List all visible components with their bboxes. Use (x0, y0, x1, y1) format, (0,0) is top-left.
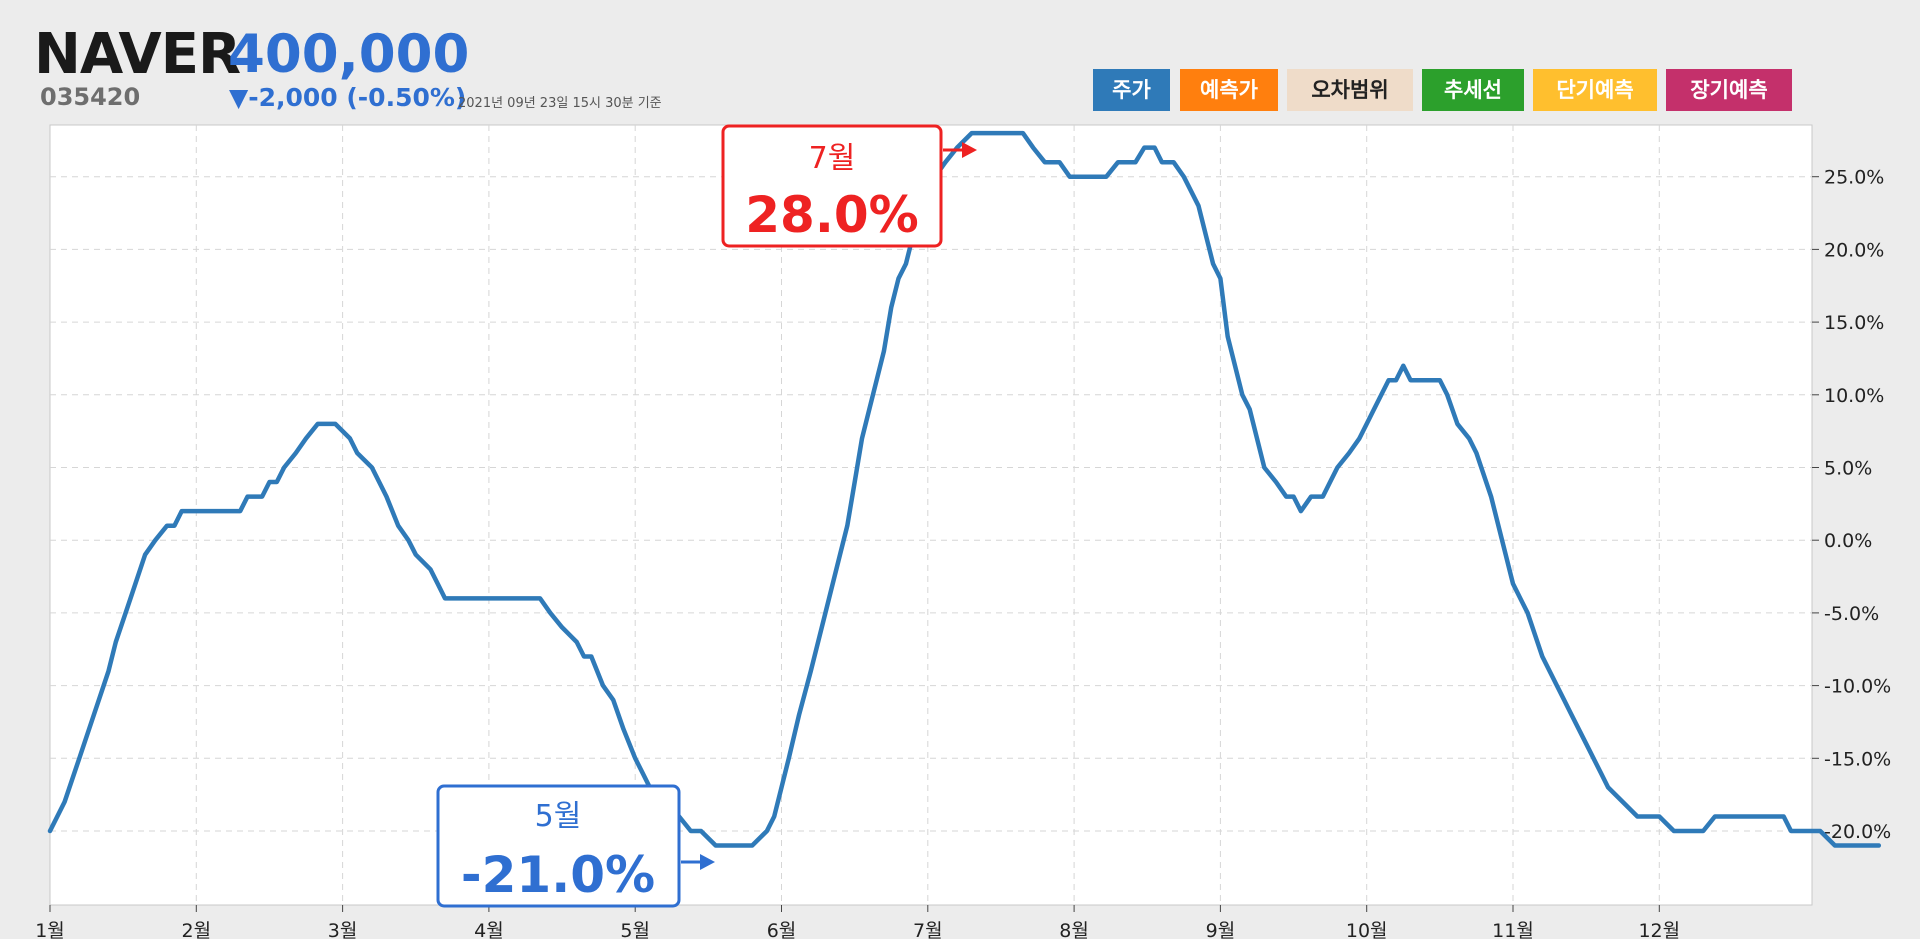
as-of-timestamp: 2021년 09년 23일 15시 30분 기준 (458, 96, 662, 111)
legend-item-price[interactable]: 주가 (1093, 69, 1170, 111)
y-tick-label: 10.0% (1824, 385, 1884, 407)
x-tick-label: 6월 (767, 920, 797, 939)
x-tick-label: 2월 (182, 920, 212, 939)
y-tick-label: 15.0% (1824, 312, 1884, 334)
plot-background (49, 124, 1813, 906)
annotation-high-arrow-head (962, 142, 977, 158)
x-tick-label: 8월 (1059, 920, 1089, 939)
ticker-name: NAVER (34, 22, 241, 87)
y-tick-label: -20.0% (1824, 821, 1891, 843)
x-tick-label: 3월 (328, 920, 358, 939)
legend-item-trendline[interactable]: 추세선 (1422, 69, 1524, 111)
x-tick-label: 1월 (35, 920, 65, 939)
annotation-high-value: 28.0% (745, 186, 918, 244)
annotation-low-month: 5월 (535, 799, 582, 834)
annotation-low-arrow-head (700, 854, 715, 870)
legend-item-forecast[interactable]: 예측가 (1180, 69, 1278, 111)
x-tick-label: 11월 (1492, 920, 1534, 939)
x-tick-label: 9월 (1206, 920, 1236, 939)
y-tick-label: 25.0% (1824, 167, 1884, 189)
y-tick-label: -5.0% (1824, 603, 1879, 625)
price-change: ▼-2,000 (-0.50%) (229, 83, 467, 112)
x-tick-label: 10월 (1346, 920, 1388, 939)
stock-code: 035420 (40, 83, 141, 111)
legend-item-error-range[interactable]: 오차범위 (1287, 69, 1413, 111)
current-price: 400,000 (228, 24, 470, 85)
annotation-low-box (436, 784, 681, 908)
y-tick-label: 20.0% (1824, 239, 1884, 261)
legend-item-short-term-forecast[interactable]: 단기예측 (1533, 69, 1657, 111)
annotation-high-month: 7월 (809, 141, 856, 176)
x-tick-label: 5월 (620, 920, 650, 939)
legend-item-long-term-forecast[interactable]: 장기예측 (1666, 69, 1792, 111)
annotation-low-value: -21.0% (461, 846, 655, 904)
y-tick-label: -15.0% (1824, 748, 1891, 770)
y-tick-label: 5.0% (1824, 458, 1872, 480)
y-tick-label: 0.0% (1824, 530, 1872, 552)
y-tick-label: -10.0% (1824, 676, 1891, 698)
annotation-high-box (721, 124, 943, 248)
x-tick-label: 4월 (474, 920, 504, 939)
x-tick-label: 12월 (1638, 920, 1680, 939)
x-tick-label: 7월 (913, 920, 943, 939)
